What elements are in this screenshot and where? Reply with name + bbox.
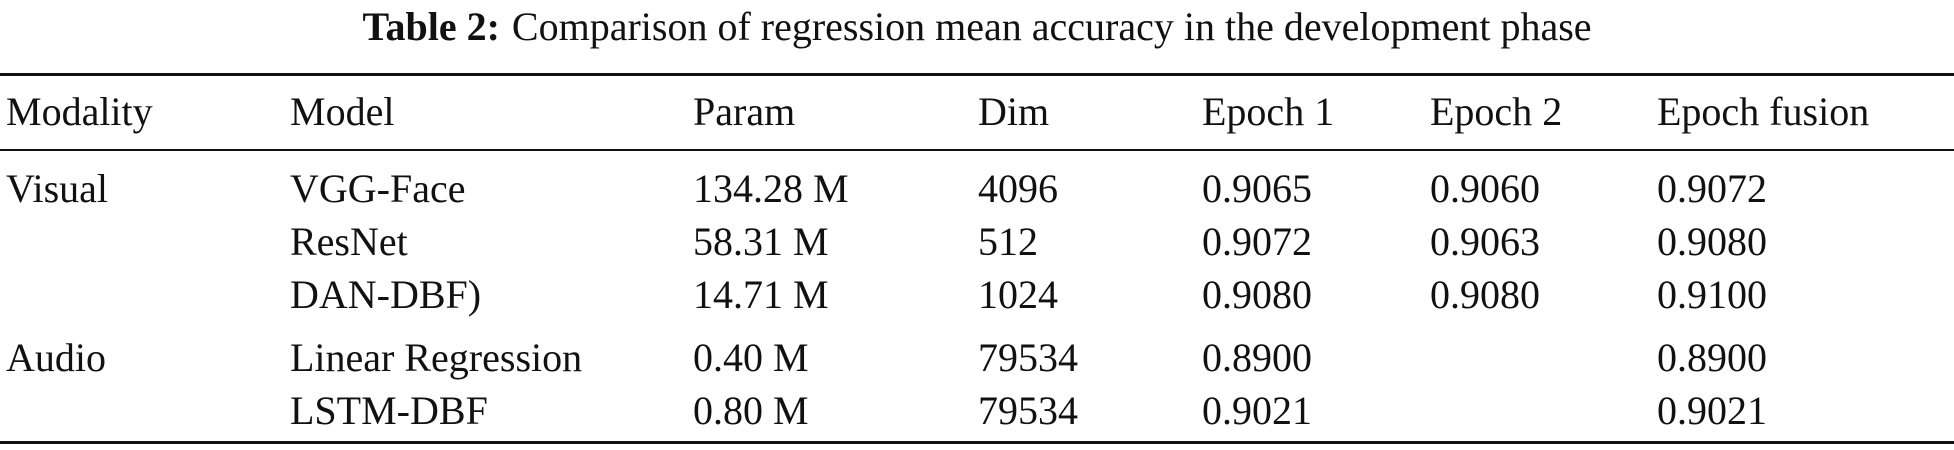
table-cell: DAN-DBF) (290, 272, 482, 317)
table-cell: 0.9080 (1657, 219, 1767, 264)
table-cell: Linear Regression (290, 335, 583, 380)
table-cell: 79534 (978, 388, 1078, 433)
table-cell: 0.9065 (1202, 166, 1312, 211)
column-header: Model (290, 89, 395, 134)
table-cell: 0.9060 (1430, 166, 1540, 211)
table-cell: 58.31 M (693, 219, 829, 264)
column-header: Epoch 2 (1430, 89, 1563, 134)
table-cell: 0.9063 (1430, 219, 1540, 264)
table-cell: 0.40 M (693, 335, 809, 380)
top-rule (0, 73, 1954, 76)
table-cell: 0.8900 (1657, 335, 1767, 380)
table-cell: 4096 (978, 166, 1058, 211)
column-header: Modality (6, 89, 153, 134)
caption-text: Comparison of regression mean accuracy i… (511, 4, 1592, 49)
column-header: Dim (978, 89, 1050, 134)
table-cell: Audio (6, 335, 106, 380)
column-header: Epoch 1 (1202, 89, 1335, 134)
table-cell: 0.8900 (1202, 335, 1312, 380)
table-cell: 134.28 M (693, 166, 849, 211)
table-cell: 0.9080 (1202, 272, 1312, 317)
table-cell: 0.9072 (1202, 219, 1312, 264)
table-cell: 0.80 M (693, 388, 809, 433)
table-cell: 14.71 M (693, 272, 829, 317)
table-cell: Visual (6, 166, 109, 211)
table-cell: 0.9021 (1202, 388, 1312, 433)
table-cell: 512 (978, 219, 1038, 264)
table-caption: Table 2: Comparison of regression mean ac… (0, 4, 1954, 50)
column-header: Epoch fusion (1657, 89, 1870, 134)
table-cell: 0.9021 (1657, 388, 1767, 433)
caption-label: Table 2: (362, 4, 500, 49)
table-cell: ResNet (290, 219, 408, 264)
table-cell: VGG-Face (290, 166, 466, 211)
column-header: Param (693, 89, 796, 134)
table-cell: 0.9072 (1657, 166, 1767, 211)
table-cell: 0.9100 (1657, 272, 1767, 317)
bottom-rule (0, 441, 1954, 444)
table-cell: LSTM-DBF (290, 388, 488, 433)
table-cell: 79534 (978, 335, 1078, 380)
table-cell: 1024 (978, 272, 1058, 317)
header-rule (0, 149, 1954, 151)
table-cell: 0.9080 (1430, 272, 1540, 317)
